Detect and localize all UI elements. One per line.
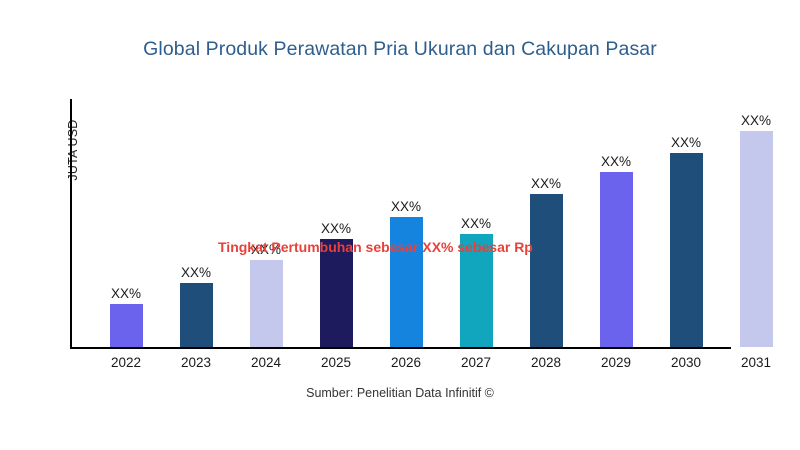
bar[interactable] <box>109 304 143 347</box>
bar-value-label: XX% <box>600 154 631 170</box>
growth-rate-annotation: Tingkat Pertumbuhan sebesar XX% sebesar … <box>218 239 533 255</box>
bar-value-label: XX% <box>180 265 211 281</box>
bar[interactable] <box>529 194 563 347</box>
x-axis-spine <box>70 347 731 349</box>
bar-value-label: XX% <box>670 135 701 151</box>
bar-value-label: XX% <box>740 113 771 129</box>
y-axis-spine <box>70 99 72 349</box>
bar-value-label: XX% <box>460 216 491 232</box>
bar[interactable] <box>389 217 423 347</box>
x-tick-label-2030: 2030 <box>670 355 702 370</box>
x-tick-label-2024: 2024 <box>250 355 282 370</box>
chart-title: Global Produk Perawatan Pria Ukuran dan … <box>143 38 657 60</box>
x-tick-label-2023: 2023 <box>180 355 212 370</box>
x-tick-label-2031: 2031 <box>740 355 772 370</box>
x-tick-label-2025: 2025 <box>320 355 352 370</box>
x-tick-label-2026: 2026 <box>390 355 422 370</box>
x-tick-label-2028: 2028 <box>530 355 562 370</box>
bar[interactable] <box>459 234 493 347</box>
x-tick-label-2022: 2022 <box>110 355 142 370</box>
bar-value-label: XX% <box>390 199 421 215</box>
bar[interactable] <box>739 131 773 347</box>
x-tick-label-2027: 2027 <box>460 355 492 370</box>
bar-value-label: XX% <box>320 221 351 237</box>
bar[interactable] <box>249 260 283 347</box>
bar[interactable] <box>179 283 213 347</box>
bar-value-label: XX% <box>250 242 281 258</box>
plot-area: XX% XX% XX% XX% XX% XX% XX% XX% XX% XX% 2022 2023 2… <box>70 99 782 370</box>
bar[interactable] <box>319 239 353 347</box>
bar[interactable] <box>669 153 703 347</box>
x-tick-label-2029: 2029 <box>600 355 632 370</box>
bar[interactable] <box>599 172 633 347</box>
source-note: Sumber: Penelitian Data Infinitif © <box>306 386 494 400</box>
bar-value-label: XX% <box>530 176 561 192</box>
bar-value-label: XX% <box>110 286 141 302</box>
